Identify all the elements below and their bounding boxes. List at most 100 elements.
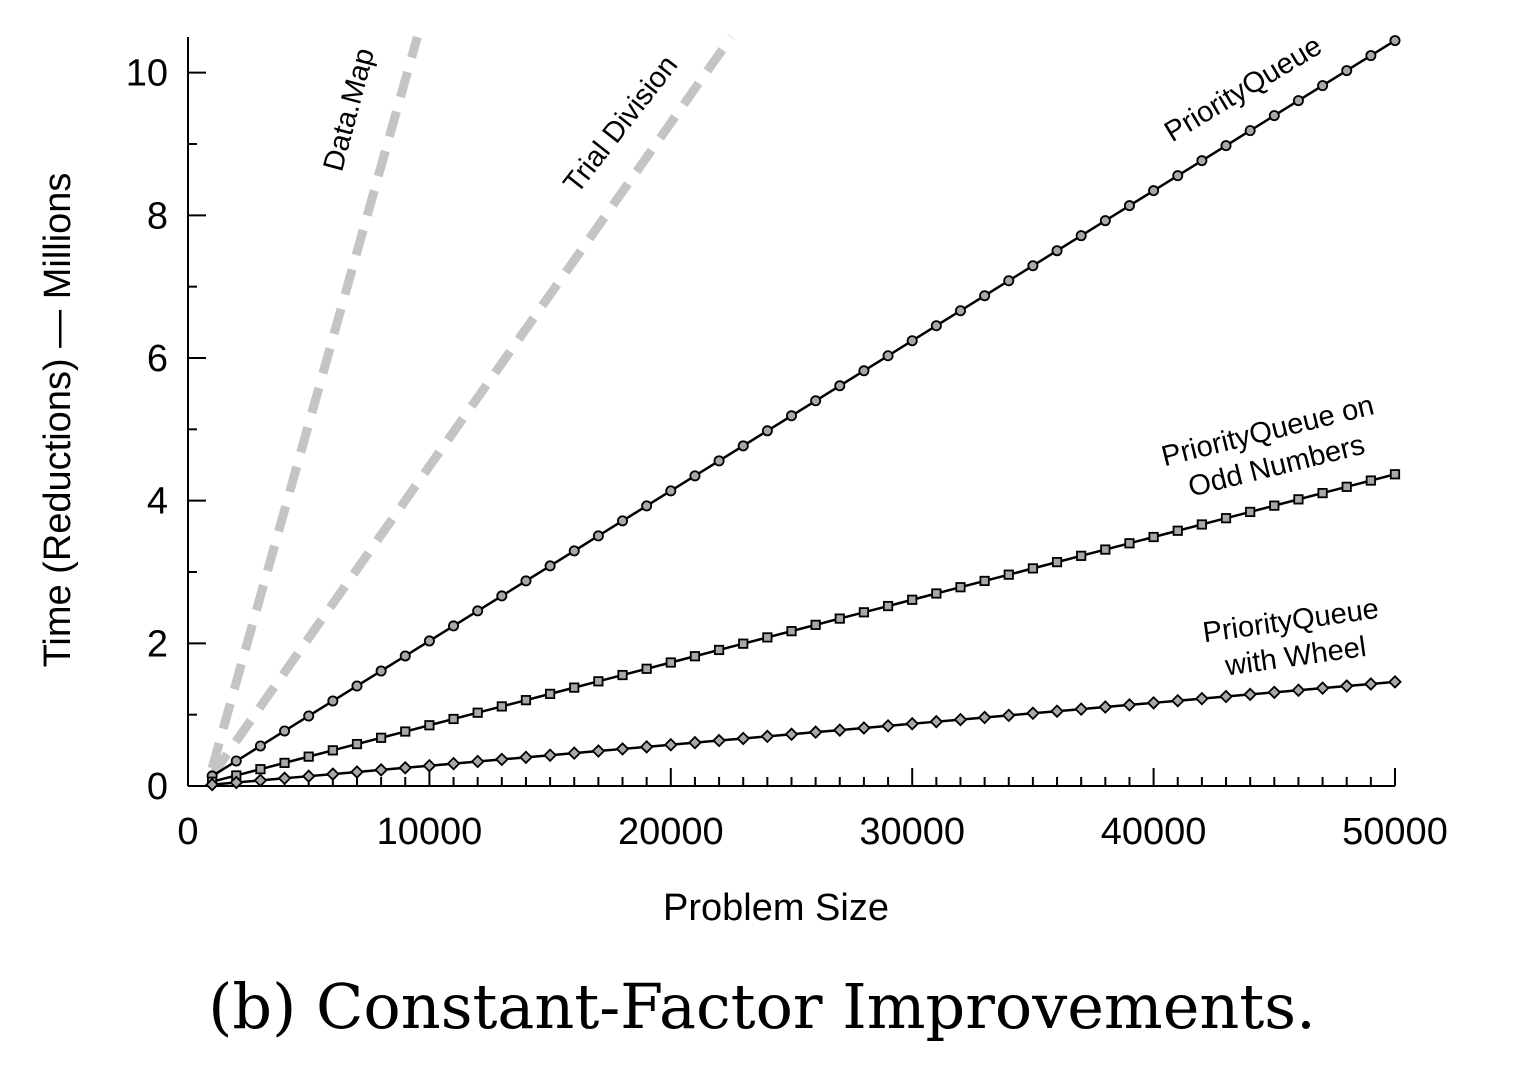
data-point xyxy=(351,680,363,692)
data-point xyxy=(1027,260,1039,272)
data-point xyxy=(665,485,677,497)
data-point xyxy=(810,395,822,407)
x-tick-label: 50000 xyxy=(1342,811,1448,853)
data-point xyxy=(422,758,437,773)
x-tick-label: 20000 xyxy=(618,811,724,853)
data-point xyxy=(303,710,315,722)
data-point xyxy=(1339,679,1354,693)
labels-layer: Data.Map Trial Division PriorityQueuePrior… xyxy=(318,30,1386,685)
data-point xyxy=(808,725,823,740)
data-point xyxy=(1317,487,1328,499)
data-point xyxy=(906,335,918,347)
series-label-priorityqueue-with-wheel: PriorityQueuewith Wheel xyxy=(1201,593,1386,685)
y-tick-label: 10 xyxy=(126,53,168,95)
data-point xyxy=(1051,245,1063,257)
data-point xyxy=(591,744,606,758)
series-priorityqueue-on-odd-numbers xyxy=(207,469,1401,787)
data-point xyxy=(881,719,895,733)
data-point xyxy=(639,739,654,754)
data-point xyxy=(325,767,340,781)
data-point xyxy=(954,305,966,317)
data-point xyxy=(1220,513,1232,524)
data-point xyxy=(617,515,629,527)
data-point xyxy=(592,530,604,542)
data-point xyxy=(858,365,870,377)
data-point xyxy=(1365,475,1376,486)
data-point xyxy=(786,626,797,637)
data-point xyxy=(736,731,751,746)
data-point xyxy=(762,632,773,643)
data-point xyxy=(737,440,749,452)
data-point xyxy=(977,710,992,725)
data-point xyxy=(1293,494,1304,505)
data-point xyxy=(205,777,220,792)
series-label-data-map: Data.Map xyxy=(318,45,381,175)
data-point xyxy=(1317,80,1329,92)
data-point xyxy=(905,716,920,731)
data-point xyxy=(882,600,894,612)
y-tick-label: 2 xyxy=(147,623,168,665)
data-point xyxy=(593,676,604,687)
data-point xyxy=(229,775,244,790)
data-point xyxy=(907,594,918,605)
data-point xyxy=(1123,200,1135,212)
data-point xyxy=(423,635,435,647)
x-tick-label: 10000 xyxy=(377,811,483,853)
data-point xyxy=(979,290,991,302)
data-point xyxy=(1051,557,1063,568)
data-point xyxy=(350,765,364,779)
data-point xyxy=(472,707,483,718)
data-point xyxy=(930,320,942,332)
data-point xyxy=(761,425,773,437)
series-layer xyxy=(205,34,1402,792)
data-point xyxy=(470,754,485,769)
data-point xyxy=(1195,691,1209,706)
data-point xyxy=(1050,704,1064,719)
data-point xyxy=(810,619,821,630)
data-point xyxy=(230,755,242,767)
data-point xyxy=(1243,687,1258,702)
data-point xyxy=(665,657,676,668)
data-point xyxy=(375,665,387,677)
data-point xyxy=(832,723,847,737)
series-line xyxy=(212,680,1396,786)
data-point xyxy=(327,745,338,756)
data-point xyxy=(1196,155,1208,167)
series-label-priorityqueue: PriorityQueue xyxy=(1159,30,1327,149)
data-point xyxy=(760,729,775,744)
data-point xyxy=(1074,702,1089,716)
data-point xyxy=(979,575,990,587)
data-point xyxy=(446,756,461,771)
data-point xyxy=(1219,689,1233,704)
data-point xyxy=(617,669,628,681)
data-point xyxy=(519,750,533,765)
data-point xyxy=(376,732,387,743)
y-axis-title: Time (Reductions) — Millions xyxy=(37,173,79,668)
data-point xyxy=(1003,275,1015,287)
series-priorityqueue xyxy=(206,35,1401,782)
data-point xyxy=(1148,185,1160,197)
series-label-priorityqueue-on-odd-numbers: PriorityQueue onOdd Numbers xyxy=(1158,389,1386,508)
data-point xyxy=(398,760,413,775)
data-point xyxy=(1099,215,1111,227)
data-point xyxy=(1100,544,1111,555)
data-point xyxy=(641,663,652,674)
data-point xyxy=(1315,681,1330,696)
data-point xyxy=(279,757,290,768)
data-point xyxy=(712,733,726,748)
data-point xyxy=(327,695,339,707)
series-priorityqueue-with-wheel xyxy=(205,674,1402,792)
data-point xyxy=(1001,708,1016,723)
data-point xyxy=(1098,700,1113,714)
data-point xyxy=(1146,695,1161,710)
data-point xyxy=(1244,125,1256,137)
series-line xyxy=(208,34,735,778)
data-point xyxy=(1122,698,1137,712)
data-point xyxy=(1267,685,1282,700)
data-point xyxy=(1124,538,1135,549)
data-point xyxy=(1269,500,1280,511)
data-point xyxy=(1220,140,1232,152)
data-point xyxy=(1196,519,1207,530)
data-point xyxy=(1363,677,1378,691)
